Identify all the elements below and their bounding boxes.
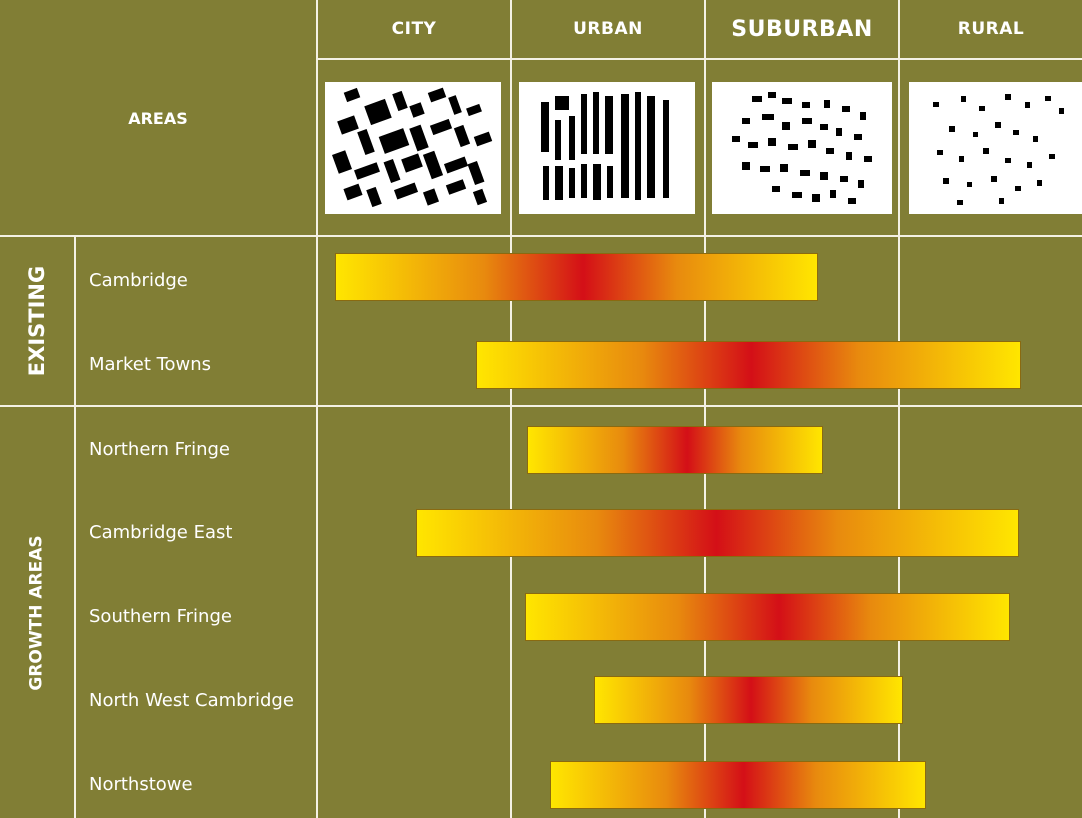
density-bar-southern-fringe (524, 593, 1010, 641)
urban-figure-ground-icon (519, 82, 695, 214)
row-label-southern-fringe: Southern Fringe (89, 606, 232, 627)
rural-figure-ground-icon (909, 82, 1082, 214)
group-divider (74, 236, 76, 818)
row-label-market-towns: Market Towns (89, 354, 212, 375)
density-bar-cambridge (334, 253, 818, 301)
header-bottom-divider (0, 235, 1082, 237)
column-divider (510, 0, 512, 818)
density-bar-market-towns (476, 341, 1022, 389)
column-header-urban: URBAN (573, 19, 643, 39)
row-label-northstowe: Northstowe (89, 774, 193, 795)
density-bar-cambridge-east (415, 509, 1020, 557)
row-label-cambridge: Cambridge (89, 270, 188, 291)
column-divider (704, 0, 706, 818)
group-label-existing: EXISTING (25, 265, 49, 377)
row-label-northern-fringe: Northern Fringe (89, 439, 230, 460)
city-figure-ground-icon (325, 82, 501, 214)
density-bar-northern-fringe (526, 426, 824, 474)
column-header-suburban: SUBURBAN (731, 16, 873, 42)
group-label-growth-areas: GROWTH AREAS (27, 534, 47, 691)
areas-heading: AREAS (128, 108, 188, 128)
column-divider (316, 0, 318, 818)
header-divider (316, 58, 1082, 60)
column-divider (898, 0, 900, 818)
suburban-figure-ground-icon (712, 82, 892, 214)
row-label-north-west-cambridge: North West Cambridge (89, 690, 294, 711)
row-label-cambridge-east: Cambridge East (89, 522, 233, 543)
density-bar-northstowe (549, 761, 927, 809)
column-header-city: CITY (391, 19, 437, 39)
group-separator (0, 405, 1082, 407)
column-header-rural: RURAL (957, 19, 1025, 39)
density-bar-north-west-cambridge (594, 676, 903, 724)
